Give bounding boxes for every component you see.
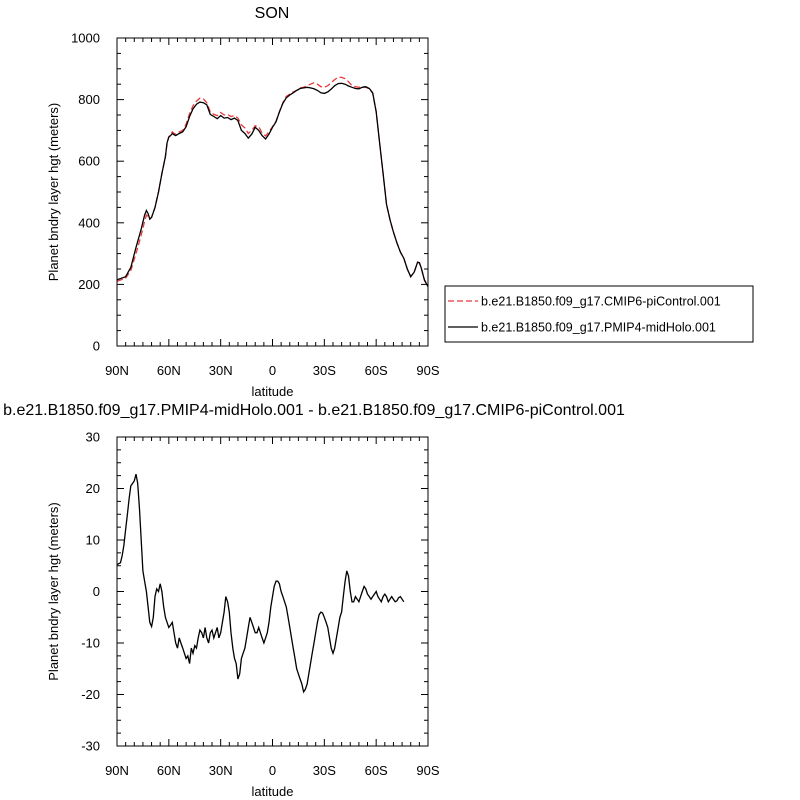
y-tick-label: 1000 [71,31,100,46]
x-tick-label: 90N [105,363,129,378]
y-tick-label: 10 [86,533,100,548]
chart-title: b.e21.B1850.f09_g17.PMIP4-midHolo.001 - … [3,402,625,419]
x-tick-label: 90S [416,763,439,778]
y-axis-label: Planet bndry layer hgt (meters) [46,502,61,680]
series-line-1 [117,76,428,287]
y-tick-label: 200 [78,277,100,292]
x-tick-label: 30N [209,363,233,378]
y-tick-label: 20 [86,481,100,496]
x-tick-label: 30S [313,763,336,778]
legend-box [444,285,754,343]
x-axis: 90N 60N 30N 0 30S 60S 90S latitude [105,38,440,399]
x-tick-label: 60N [157,363,181,378]
x-tick-label: 60S [365,763,388,778]
legend: b.e21.B1850.f09_g17.CMIP6-piControl.001b… [444,285,754,343]
x-axis: 90N 60N 30N 0 30S 60S 90S latitude [105,437,440,799]
x-tick-label: 60S [365,363,388,378]
x-tick-label: 90S [416,363,439,378]
chart-panel-2: b.e21.B1850.f09_g17.PMIP4-midHolo.001 - … [3,402,625,799]
series-line-1 [117,473,405,694]
chart-title: SON [255,5,290,22]
y-tick-label: 0 [93,584,100,599]
y-tick-label: 800 [78,92,100,107]
y-tick-label: -30 [81,739,100,754]
x-axis-label: latitude [252,784,294,799]
y-axis: 0 200 400 600 800 1000 Planet bndry layer hgt … [46,31,428,354]
legend-label-1: b.e21.B1850.f09_g17.CMIP6-piControl.001 [481,295,721,309]
y-tick-label: 30 [86,430,100,445]
series-line-2 [117,82,428,287]
x-tick-label: 90N [105,763,129,778]
y-tick-label: -20 [81,687,100,702]
plot-frame [116,436,429,747]
y-tick-label: 0 [93,339,100,354]
y-tick-label: -10 [81,636,100,651]
legend-label-2: b.e21.B1850.f09_g17.PMIP4-midHolo.001 [481,321,716,335]
x-tick-label: 30S [313,363,336,378]
x-tick-label: 0 [269,763,276,778]
y-tick-label: 400 [78,215,100,230]
y-axis-label: Planet bndry layer hgt (meters) [46,103,61,281]
x-axis-label: latitude [252,384,294,399]
x-tick-label: 30N [209,763,233,778]
x-tick-label: 0 [269,363,276,378]
plot-frame [116,37,429,347]
y-tick-label: 600 [78,154,100,169]
x-tick-label: 60N [157,763,181,778]
y-axis: -30 -20 -10 0 10 20 30 Planet bndry layer hgt (… [46,430,428,754]
chart-panel-1: SON 90N 60N 30N 0 30S 60S 90S latitude 0 200 400 600… [46,5,754,399]
